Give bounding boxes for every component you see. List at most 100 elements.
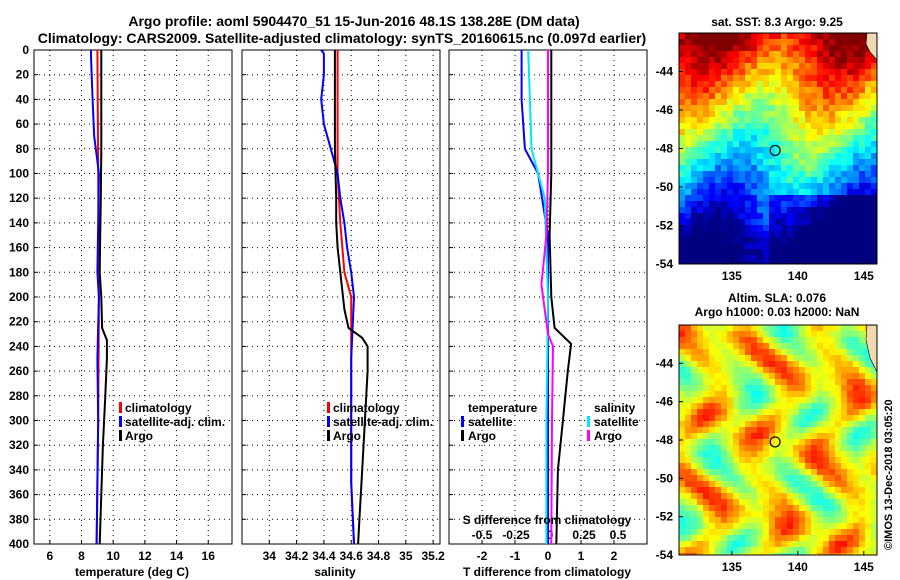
sst-cell: [793, 153, 799, 159]
sst-cell: [823, 99, 829, 105]
sla-cell: [769, 535, 775, 541]
sla-cell: [841, 361, 847, 367]
sst-cell: [859, 75, 865, 81]
sla-cell: [847, 547, 853, 553]
sst-cell: [769, 123, 775, 129]
sst-cell: [733, 249, 739, 255]
sst-cell: [781, 195, 787, 201]
sla-cell: [865, 529, 871, 535]
legend-swatch-argo: [327, 430, 330, 441]
sst-cell: [685, 93, 691, 99]
sla-cell: [739, 445, 745, 451]
sla-cell: [691, 535, 697, 541]
sst-cell: [805, 207, 811, 213]
sst-cell: [757, 117, 763, 123]
sst-cell: [811, 219, 817, 225]
sst-cell: [703, 147, 709, 153]
sst-cell: [721, 81, 727, 87]
sla-cell: [847, 331, 853, 337]
sst-cell: [817, 201, 823, 207]
sst-cell: [691, 123, 697, 129]
sst-cell: [769, 243, 775, 249]
sst-cell: [685, 231, 691, 237]
sst-cell: [811, 93, 817, 99]
sst-cell: [811, 111, 817, 117]
sla-cell: [865, 445, 871, 451]
sst-cell: [703, 207, 709, 213]
series-satellite-adj-clim-: [320, 49, 356, 545]
sst-cell: [847, 51, 853, 57]
sla-cell: [865, 475, 871, 481]
map-ytick-label: -44: [656, 65, 674, 79]
sst-cell: [817, 219, 823, 225]
sla-cell: [865, 385, 871, 391]
sst-cell: [781, 117, 787, 123]
sla-cell: [757, 445, 763, 451]
sla-cell: [823, 445, 829, 451]
sst-cell: [745, 87, 751, 93]
sla-cell: [703, 487, 709, 493]
sst-cell: [727, 249, 733, 255]
sla-cell: [799, 445, 805, 451]
sst-cell: [859, 159, 865, 165]
sla-cell: [757, 523, 763, 529]
sst-cell: [805, 129, 811, 135]
sla-cell: [871, 409, 877, 415]
sla-cell: [799, 409, 805, 415]
sla-cell: [715, 439, 721, 445]
sst-cell: [757, 201, 763, 207]
sla-cell: [793, 463, 799, 469]
sla-cell: [697, 367, 703, 373]
sla-cell: [763, 523, 769, 529]
sst-cell: [721, 189, 727, 195]
sst-cell: [793, 219, 799, 225]
sst-cell: [709, 201, 715, 207]
sla-cell: [799, 553, 805, 555]
sst-cell: [679, 249, 685, 255]
sst-cell: [721, 75, 727, 81]
sla-cell: [841, 493, 847, 499]
sst-cell: [703, 225, 709, 231]
sla-cell: [793, 499, 799, 505]
sla-cell: [697, 427, 703, 433]
sla-cell: [751, 409, 757, 415]
sst-cell: [757, 177, 763, 183]
sst-cell: [811, 105, 817, 111]
ytick-label: 120: [9, 191, 29, 205]
sla-cell: [745, 499, 751, 505]
sst-cell: [751, 81, 757, 87]
sla-cell: [709, 475, 715, 481]
sla-cell: [733, 445, 739, 451]
sst-cell: [799, 135, 805, 141]
sst-cell: [823, 243, 829, 249]
sla-cell: [787, 535, 793, 541]
map-ytick-label: -52: [656, 510, 674, 524]
sst-cell: [793, 75, 799, 81]
sla-cell: [865, 409, 871, 415]
sst-cell: [811, 57, 817, 63]
sst-cell: [775, 261, 781, 264]
sla-cell: [835, 343, 841, 349]
sst-cell: [763, 153, 769, 159]
sla-cell: [715, 367, 721, 373]
sst-cell: [769, 195, 775, 201]
sla-cell: [703, 493, 709, 499]
sla-cell: [865, 463, 871, 469]
sst-cell: [751, 93, 757, 99]
sla-cell: [799, 439, 805, 445]
sst-cell: [859, 123, 865, 129]
sst-cell: [829, 159, 835, 165]
sst-cell: [727, 219, 733, 225]
sla-cell: [727, 355, 733, 361]
sst-cell: [709, 153, 715, 159]
sla-cell: [859, 421, 865, 427]
sla-cell: [733, 403, 739, 409]
sst-cell: [805, 261, 811, 264]
sla-cell: [859, 487, 865, 493]
sla-cell: [823, 499, 829, 505]
sst-cell: [817, 249, 823, 255]
sla-cell: [859, 337, 865, 343]
sla-cell: [781, 529, 787, 535]
sla-cell: [727, 385, 733, 391]
sst-cell: [823, 57, 829, 63]
